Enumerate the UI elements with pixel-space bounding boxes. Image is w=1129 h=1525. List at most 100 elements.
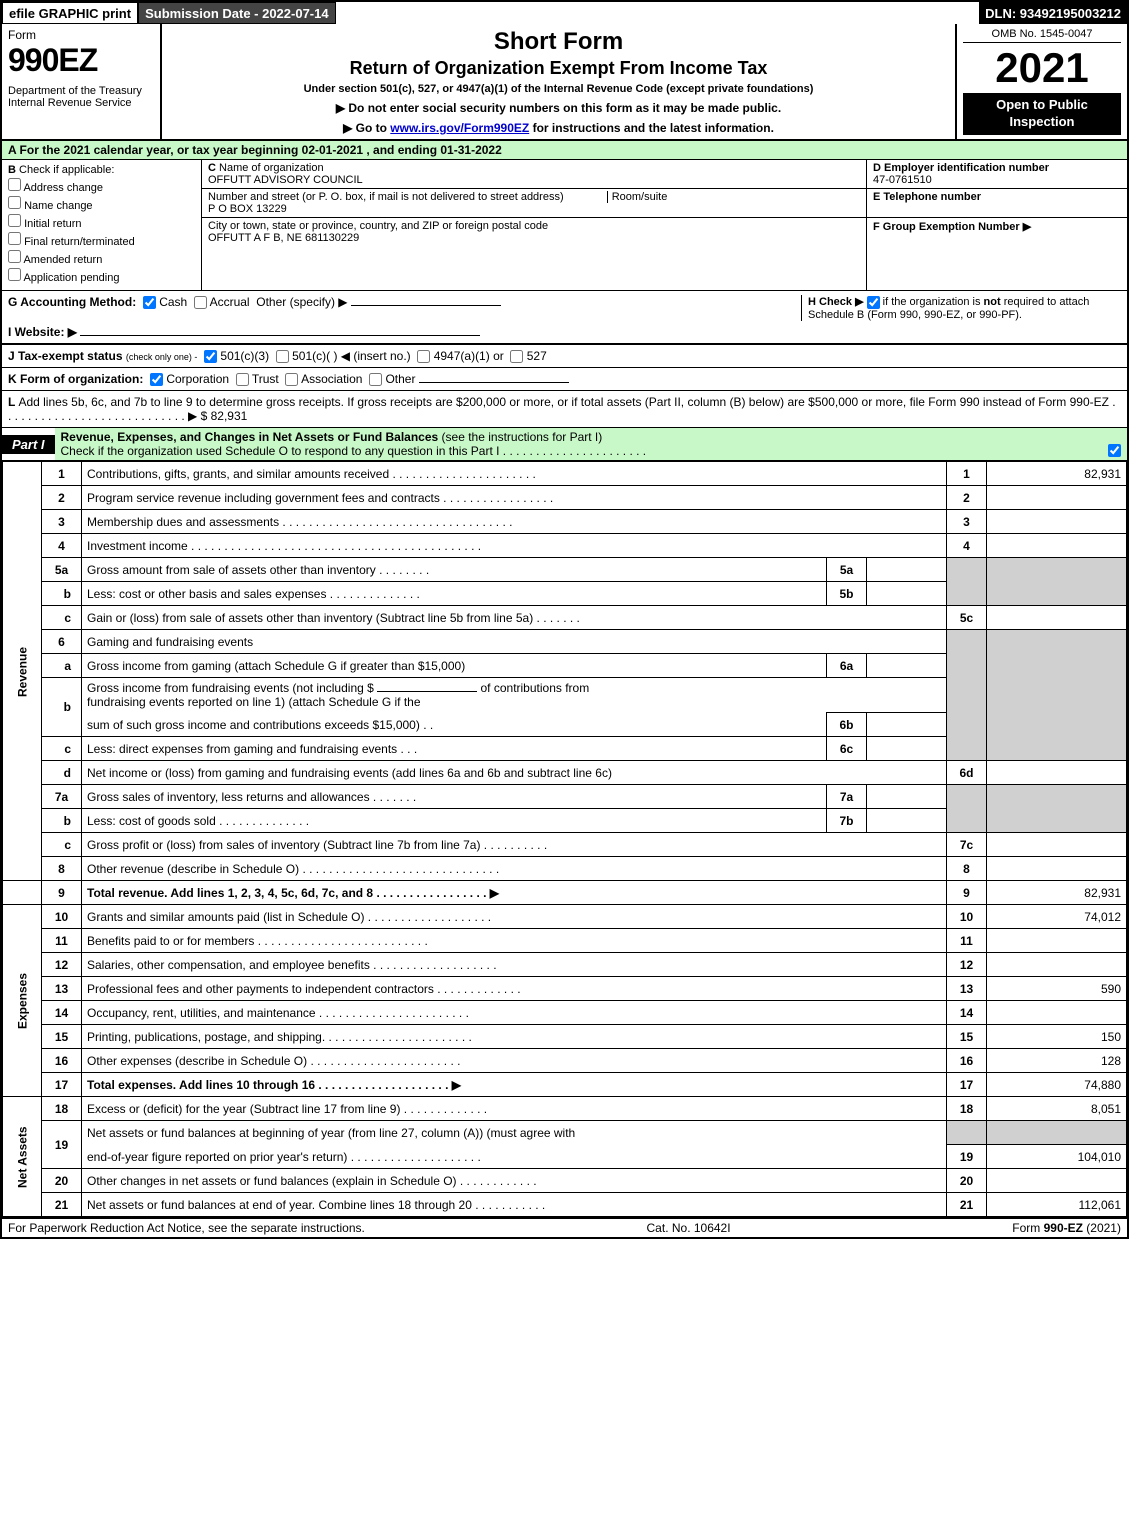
line-20: 20 Other changes in net assets or fund b…	[3, 1169, 1127, 1193]
line-6d: d Net income or (loss) from gaming and f…	[3, 761, 1127, 785]
501c3-label: 501(c)(3)	[220, 349, 269, 363]
b-text: Check if applicable:	[19, 164, 114, 176]
l7c-desc: Gross profit or (loss) from sales of inv…	[82, 833, 947, 857]
chk-amended-return[interactable]: Amended return	[8, 250, 195, 266]
l6b-num: b	[42, 678, 82, 737]
l6a-num: a	[42, 654, 82, 678]
org-name: OFFUTT ADVISORY COUNCIL	[208, 174, 363, 186]
l6b-blank[interactable]	[377, 691, 477, 692]
chk-initial-return[interactable]: Initial return	[8, 214, 195, 230]
l7a-box-val	[867, 785, 947, 809]
chk-address-change[interactable]: Address change	[8, 178, 195, 194]
line-21: 21 Net assets or fund balances at end of…	[3, 1193, 1127, 1217]
footer: For Paperwork Reduction Act Notice, see …	[2, 1217, 1127, 1237]
chk-address-change-label: Address change	[23, 182, 103, 194]
chk-501c3[interactable]	[204, 350, 217, 363]
footer-right-pre: Form	[1012, 1221, 1043, 1235]
c-label: C	[208, 162, 216, 174]
line-2: 2 Program service revenue including gove…	[3, 486, 1127, 510]
section-gh: G Accounting Method: Cash Accrual Other …	[2, 291, 1127, 325]
l7a-box-lbl: 7a	[827, 785, 867, 809]
l15-desc: Printing, publications, postage, and shi…	[82, 1025, 947, 1049]
line-16: 16 Other expenses (describe in Schedule …	[3, 1049, 1127, 1073]
l17-res-lbl: 17	[947, 1073, 987, 1097]
warning-note: ▶ Do not enter social security numbers o…	[172, 101, 945, 115]
l6-res-shade	[947, 630, 987, 761]
chk-application-pending-label: Application pending	[23, 272, 119, 284]
chk-final-return[interactable]: Final return/terminated	[8, 232, 195, 248]
l20-res-val	[987, 1169, 1127, 1193]
chk-application-pending[interactable]: Application pending	[8, 268, 195, 284]
l4-desc: Investment income . . . . . . . . . . . …	[82, 534, 947, 558]
l20-res-lbl: 20	[947, 1169, 987, 1193]
ein: 47-0761510	[873, 174, 932, 186]
l6a-desc: Gross income from gaming (attach Schedul…	[82, 654, 827, 678]
l15-num: 15	[42, 1025, 82, 1049]
l5b-num: b	[42, 582, 82, 606]
f-label: F Group Exemption Number ▶	[873, 221, 1031, 233]
l7ab-res-shade	[947, 785, 987, 833]
c-text: Name of organization	[219, 162, 324, 174]
chk-other-org[interactable]	[369, 373, 382, 386]
l14-res-val	[987, 1001, 1127, 1025]
top-bar: efile GRAPHIC print Submission Date - 20…	[2, 2, 1127, 24]
l6d-res-lbl: 6d	[947, 761, 987, 785]
omb-number: OMB No. 1545-0047	[963, 28, 1121, 43]
l10-res-lbl: 10	[947, 905, 987, 929]
l21-desc: Net assets or fund balances at end of ye…	[82, 1193, 947, 1217]
lines-table: Revenue 1 Contributions, gifts, grants, …	[2, 461, 1127, 1217]
goto-note: ▶ Go to www.irs.gov/Form990EZ for instru…	[172, 121, 945, 135]
section-c: C Name of organization OFFUTT ADVISORY C…	[202, 160, 867, 290]
l2-desc: Program service revenue including govern…	[82, 486, 947, 510]
website-input[interactable]	[80, 335, 480, 336]
chk-cash[interactable]	[143, 296, 156, 309]
d-row: D Employer identification number 47-0761…	[867, 160, 1127, 189]
footer-right-bold: 990-EZ	[1044, 1221, 1083, 1235]
chk-schedule-b[interactable]	[867, 296, 880, 309]
chk-corporation[interactable]	[150, 373, 163, 386]
l19a-val-shade	[987, 1121, 1127, 1145]
l16-res-val: 128	[987, 1049, 1127, 1073]
cash-label: Cash	[159, 295, 187, 309]
l-pre: L	[8, 395, 18, 409]
chk-schedule-o[interactable]	[1108, 444, 1121, 457]
form-word: Form	[8, 28, 154, 42]
chk-4947[interactable]	[417, 350, 430, 363]
part-i-check-line: Check if the organization used Schedule …	[61, 444, 647, 458]
l6b-pre: Gross income from fundraising events (no…	[87, 681, 374, 695]
header-right: OMB No. 1545-0047 2021 Open to Public In…	[957, 24, 1127, 139]
chk-name-change[interactable]: Name change	[8, 196, 195, 212]
chk-association[interactable]	[285, 373, 298, 386]
l5a-box-lbl: 5a	[827, 558, 867, 582]
l5b-box-val	[867, 582, 947, 606]
chk-501c[interactable]	[276, 350, 289, 363]
l14-desc: Occupancy, rent, utilities, and maintena…	[82, 1001, 947, 1025]
l7c-num: c	[42, 833, 82, 857]
line-3: 3 Membership dues and assessments . . . …	[3, 510, 1127, 534]
chk-accrual[interactable]	[194, 296, 207, 309]
l9-res-lbl: 9	[947, 881, 987, 905]
part-i-title-note: (see the instructions for Part I)	[442, 430, 603, 444]
l17-num: 17	[42, 1073, 82, 1097]
l5ab-res-shade	[947, 558, 987, 606]
section-k: K Form of organization: Corporation Trus…	[2, 368, 1127, 391]
other-input[interactable]	[351, 305, 501, 306]
l12-num: 12	[42, 953, 82, 977]
part-i-tag: Part I	[2, 435, 55, 454]
section-bcdef: B Check if applicable: Address change Na…	[2, 160, 1127, 291]
other-org-input[interactable]	[419, 382, 569, 383]
l21-res-lbl: 21	[947, 1193, 987, 1217]
irs-link[interactable]: www.irs.gov/Form990EZ	[390, 121, 529, 135]
l8-res-lbl: 8	[947, 857, 987, 881]
l5a-desc: Gross amount from sale of assets other t…	[82, 558, 827, 582]
l12-res-val	[987, 953, 1127, 977]
line-11: 11 Benefits paid to or for members . . .…	[3, 929, 1127, 953]
form-number: 990EZ	[8, 42, 154, 79]
line-19a: 19 Net assets or fund balances at beginn…	[3, 1121, 1127, 1145]
chk-trust[interactable]	[236, 373, 249, 386]
l3-desc: Membership dues and assessments . . . . …	[82, 510, 947, 534]
l-text: Add lines 5b, 6c, and 7b to line 9 to de…	[8, 395, 1116, 423]
chk-527[interactable]	[510, 350, 523, 363]
other-org-label: Other	[385, 372, 415, 386]
d-label: D Employer identification number	[873, 162, 1049, 174]
